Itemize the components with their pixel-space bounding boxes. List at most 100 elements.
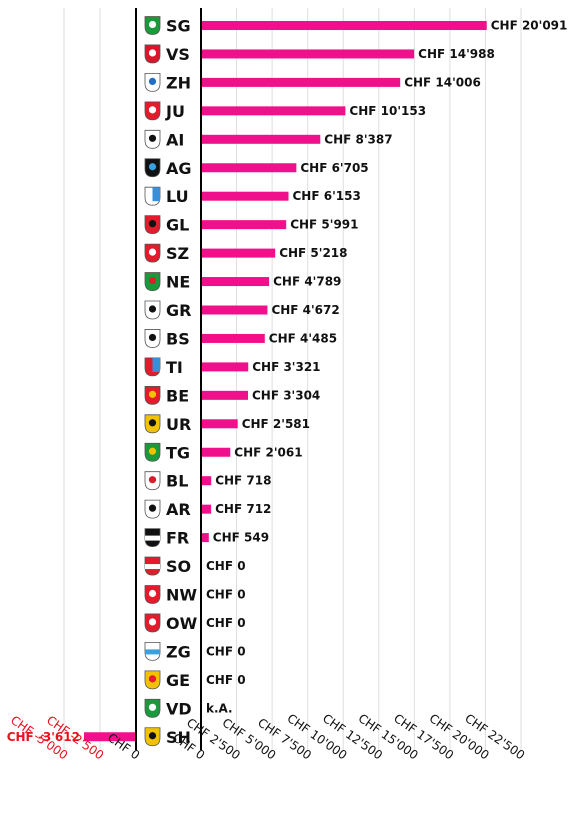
canton-code: NE (166, 273, 190, 292)
data-label: CHF 3'304 (252, 388, 320, 402)
bar (201, 163, 297, 173)
canton-code: SG (166, 17, 191, 36)
data-label: CHF -3'612 (7, 730, 80, 744)
gridlines (63, 8, 522, 750)
bar (83, 732, 136, 742)
canton-code: OW (166, 614, 198, 633)
data-label: CHF 0 (206, 588, 246, 602)
canton-code: BL (166, 472, 188, 491)
data-label: CHF 8'387 (324, 132, 392, 146)
bars (83, 21, 487, 742)
canton-code: LU (166, 187, 189, 206)
bar (201, 191, 289, 201)
zh-coat-icon (144, 73, 161, 92)
bar (201, 21, 487, 30)
canton-code: TG (166, 443, 190, 462)
bar (201, 419, 238, 429)
bar (201, 220, 287, 230)
canton-code: UR (166, 415, 191, 434)
canton-code: GR (166, 301, 191, 320)
axis-lines (135, 8, 202, 750)
ag-coat-icon (144, 158, 161, 178)
data-label: CHF 14'988 (418, 47, 495, 61)
data-label: CHF 4'672 (271, 303, 339, 317)
sg-coat-icon (144, 16, 161, 35)
data-label: CHF 6'705 (300, 161, 368, 175)
ur-coat-icon (144, 414, 161, 434)
data-label: CHF 712 (215, 502, 271, 516)
data-label: CHF 3'321 (252, 360, 320, 374)
bar (201, 77, 401, 87)
bar (201, 533, 209, 543)
ti-coat-icon (144, 357, 161, 377)
canton-code: SO (166, 557, 191, 576)
bar (201, 248, 276, 258)
canton-code: GL (166, 216, 189, 235)
data-label: CHF 4'789 (273, 275, 341, 289)
data-label: CHF 0 (206, 559, 246, 573)
data-label: CHF 5'991 (290, 218, 358, 232)
data-label: CHF 0 (206, 616, 246, 630)
canton-code: AI (166, 130, 184, 149)
data-label: CHF 6'153 (293, 189, 361, 203)
canton-code: ZG (166, 642, 191, 661)
ar-coat-icon (144, 499, 161, 519)
lu-coat-icon (144, 186, 161, 206)
gr-coat-icon (144, 300, 161, 320)
vs-coat-icon (144, 44, 161, 64)
bar (201, 106, 346, 116)
ju-coat-icon (144, 101, 161, 121)
data-label: CHF 2'581 (242, 417, 310, 431)
canton-code: NW (166, 586, 197, 605)
ai-coat-icon (144, 129, 161, 149)
zg-coat-icon (144, 642, 161, 661)
canton-code: BE (166, 386, 189, 405)
category-labels: SG CHF 20'091 VS CHF 14'988 ZH CHF 14'006 JU CH… (7, 16, 568, 747)
so-coat-icon (144, 556, 161, 576)
ne-coat-icon (144, 272, 161, 291)
data-label: CHF 549 (213, 531, 269, 545)
data-label: CHF 14'006 (404, 75, 481, 89)
nw-coat-icon (144, 585, 161, 604)
be-coat-icon (144, 385, 161, 405)
bar (201, 447, 231, 457)
canton-code: FR (166, 529, 189, 548)
canton-code: AR (166, 500, 191, 519)
bar (201, 49, 415, 59)
data-label: CHF 20'091 (491, 19, 568, 33)
data-label: CHF 2'061 (234, 445, 302, 459)
ow-coat-icon (144, 613, 161, 633)
bar (201, 333, 265, 343)
fr-coat-icon (144, 528, 161, 548)
bar (201, 476, 212, 486)
tg-coat-icon (144, 442, 161, 462)
canton-code: JU (165, 102, 185, 121)
sh-coat-icon (144, 727, 161, 747)
data-label: CHF 718 (215, 474, 271, 488)
canton-code: TI (166, 358, 183, 377)
canton-code: GE (166, 671, 190, 690)
data-label: CHF 0 (206, 673, 246, 687)
data-label: CHF 0 (206, 644, 246, 658)
canton-code: VD (166, 699, 192, 718)
bar (201, 277, 270, 287)
canton-code: AG (166, 159, 192, 178)
sz-coat-icon (144, 243, 161, 263)
vd-coat-icon (144, 698, 161, 718)
canton-code: VS (166, 45, 190, 64)
bl-coat-icon (144, 471, 161, 491)
data-label: CHF 10'153 (349, 104, 426, 118)
gl-coat-icon (144, 215, 161, 235)
bar (201, 134, 321, 144)
canton-code: ZH (166, 73, 191, 92)
data-label: CHF 4'485 (269, 331, 337, 345)
data-label: CHF 5'218 (279, 246, 347, 260)
bar (201, 305, 268, 315)
canton-code: SZ (166, 244, 189, 263)
canton-code: BS (166, 329, 190, 348)
canton-code: SH (166, 728, 191, 747)
data-label: k.A. (206, 701, 233, 715)
bar (201, 504, 212, 514)
bar (201, 390, 248, 400)
